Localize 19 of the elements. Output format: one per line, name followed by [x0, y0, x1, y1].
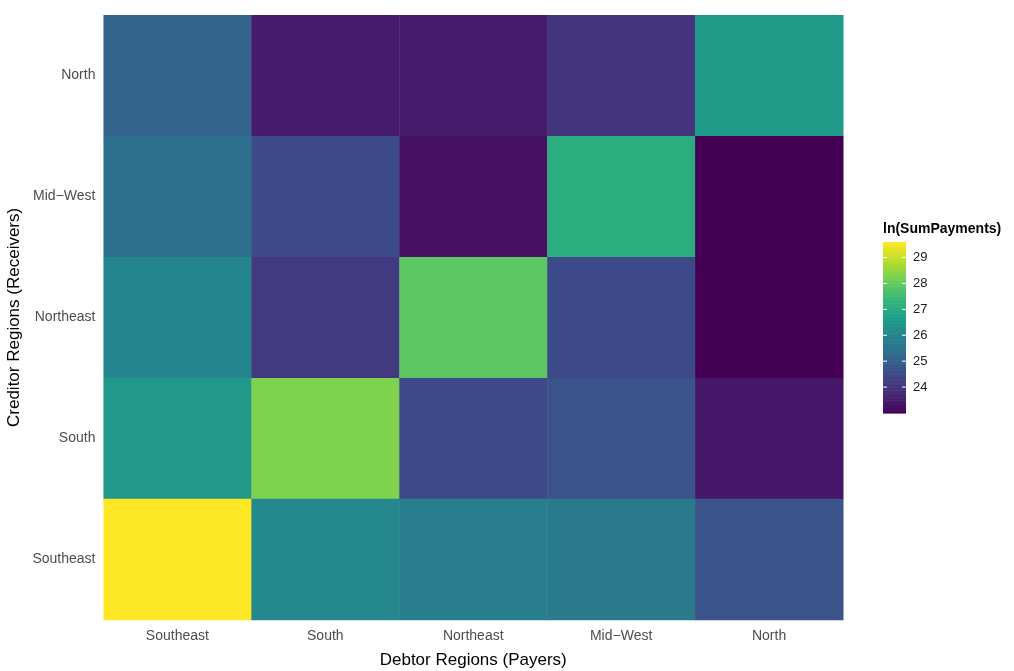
color-bar-label: 25: [913, 352, 928, 368]
color-bar-label: 29: [913, 249, 928, 265]
y-tick-label: Mid−West: [33, 187, 96, 204]
y-tick-label: North: [61, 66, 96, 83]
color-bar-label: 27: [913, 300, 928, 316]
y-axis-title: Creditor Regions (Receivers): [3, 207, 23, 427]
color-bar-label: 24: [913, 378, 928, 394]
color-bar-label: 26: [913, 326, 928, 342]
x-axis-title: Debtor Regions (Payers): [379, 650, 567, 670]
x-tick-label: South: [307, 627, 344, 644]
x-tick-label: Southeast: [145, 627, 210, 644]
x-tick-label: Mid−West: [589, 627, 653, 644]
y-tick-label: Southeast: [32, 550, 96, 567]
y-tick-label: Northeast: [34, 308, 96, 325]
x-tick-label: North: [751, 627, 787, 644]
color-bar-title: ln(SumPayments): [883, 220, 1002, 236]
color-bar-label: 28: [913, 275, 928, 291]
x-tick-label: Northeast: [442, 627, 504, 644]
y-tick-label: South: [58, 429, 96, 446]
